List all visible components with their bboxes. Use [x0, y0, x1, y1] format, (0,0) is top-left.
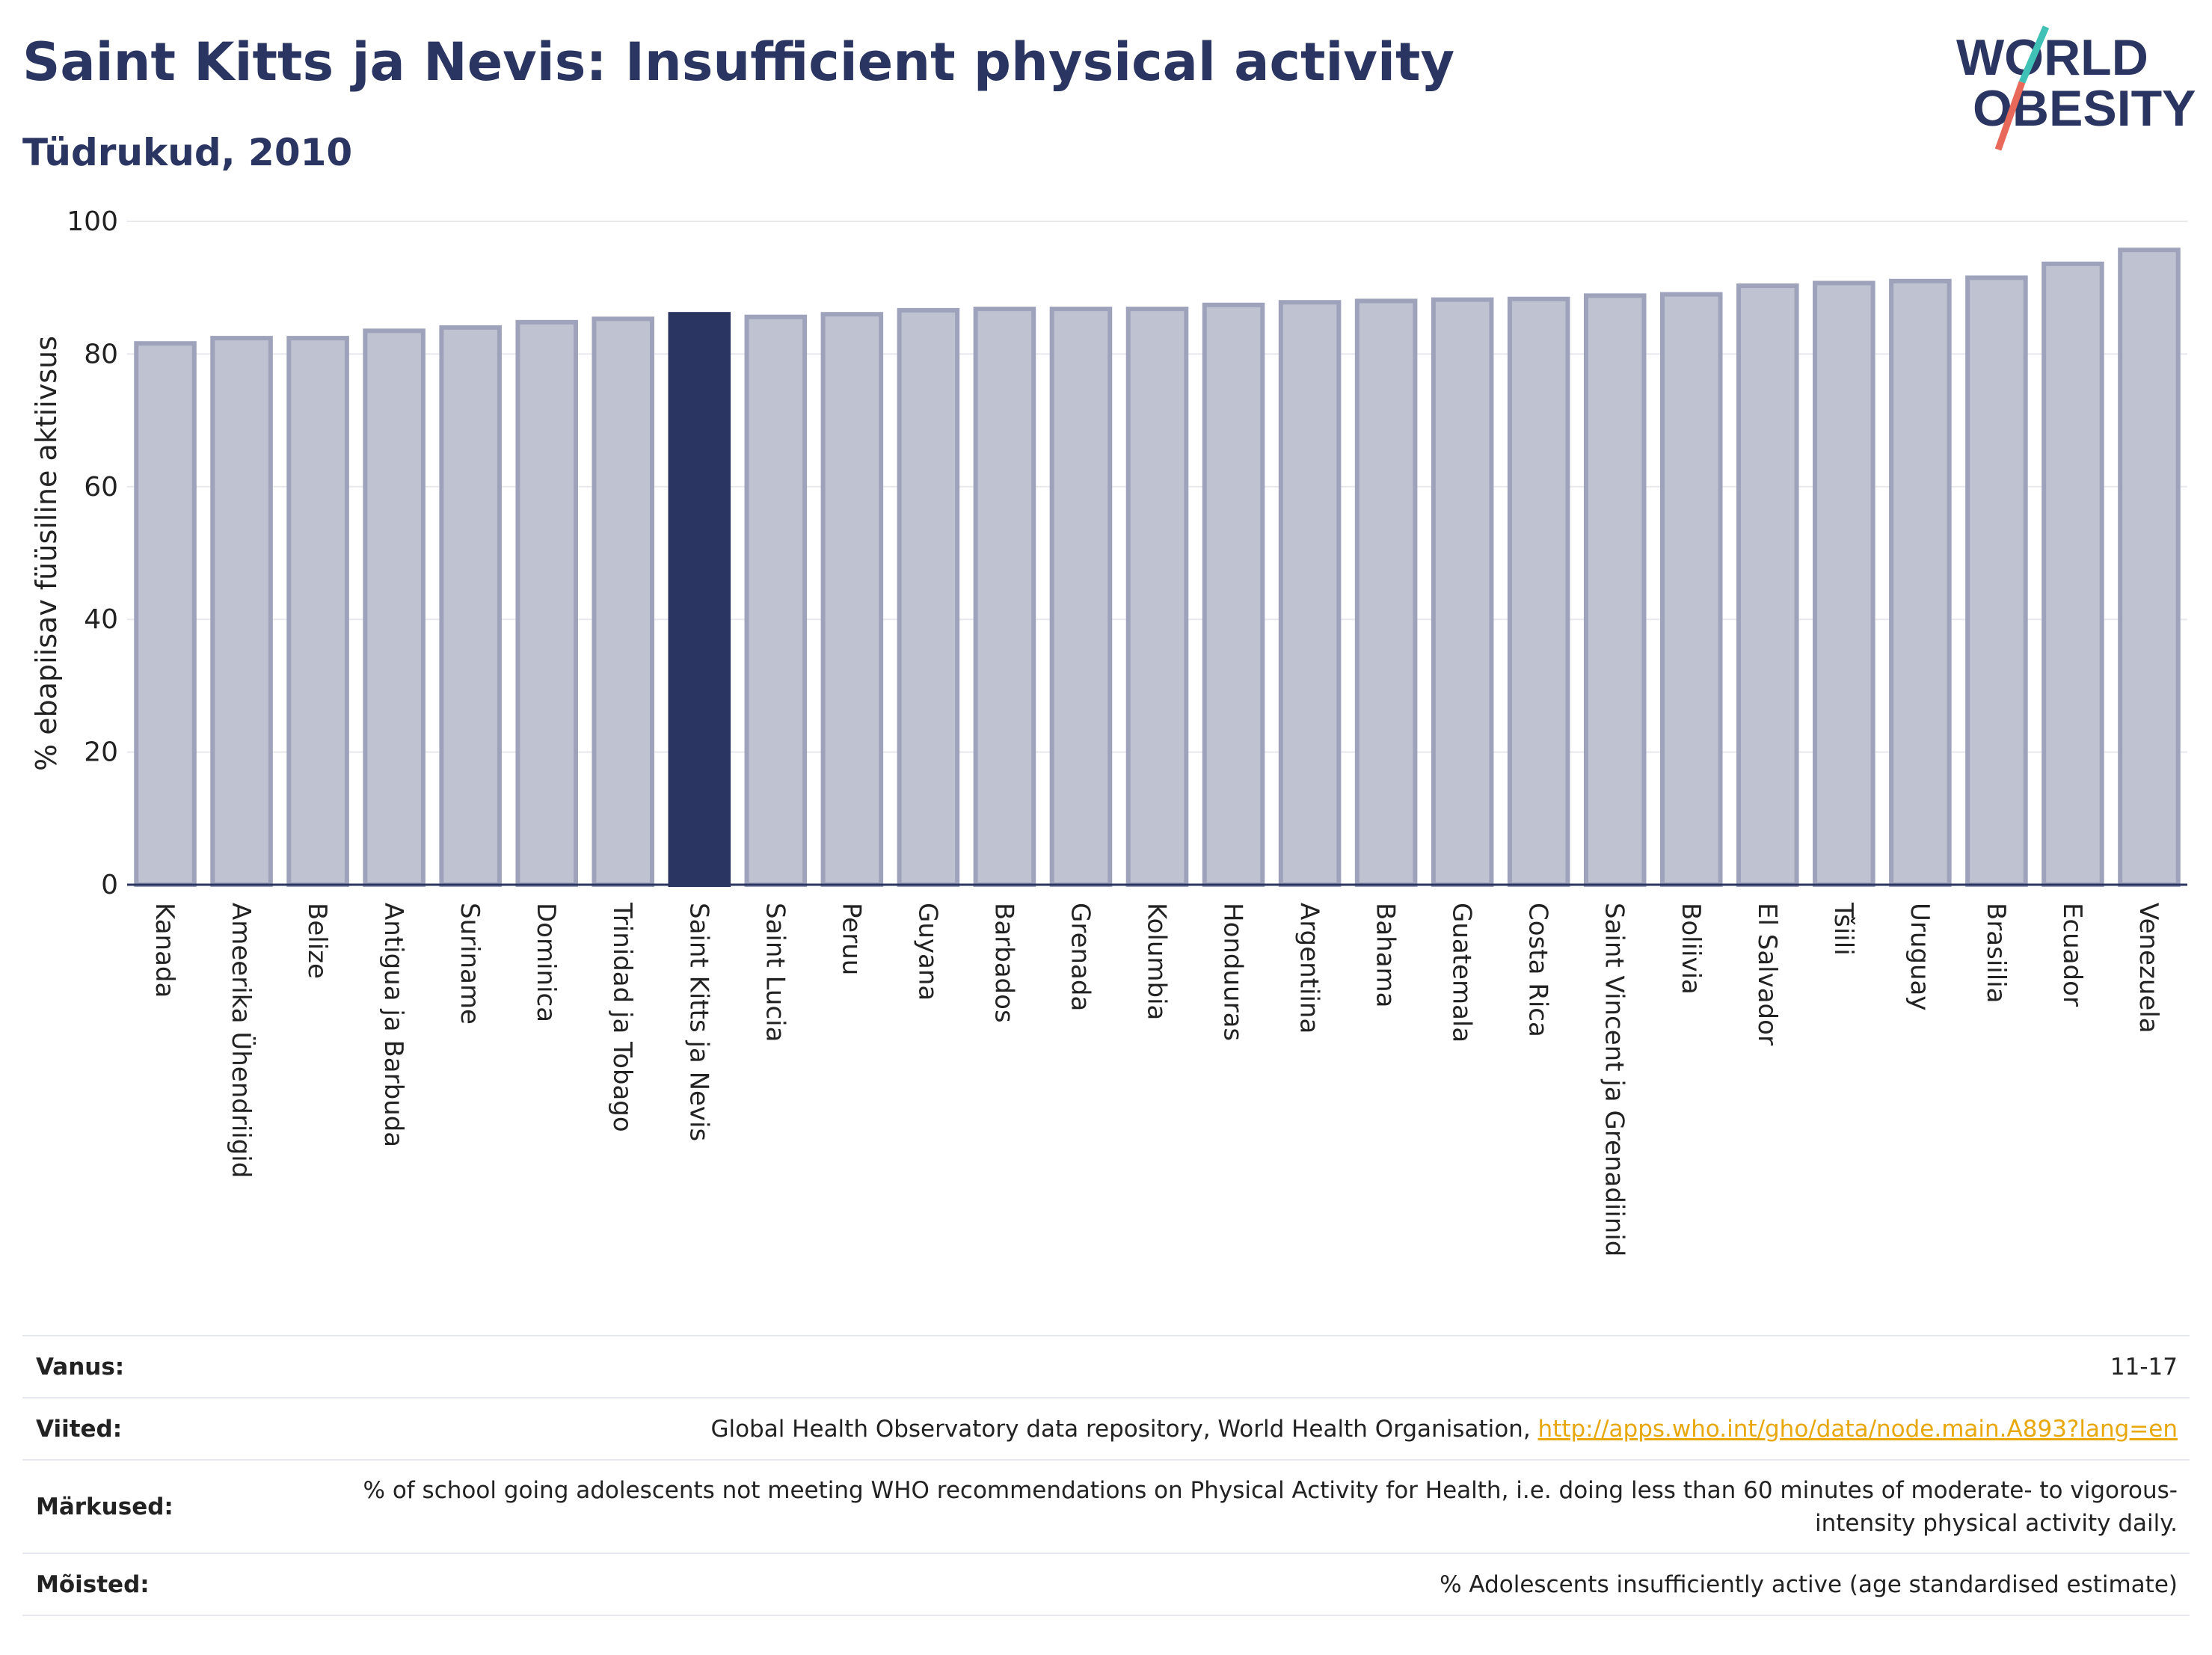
- bar: [2042, 261, 2104, 887]
- x-tick-label: Bahama: [1371, 903, 1401, 1008]
- bar: [286, 336, 349, 887]
- bar: [1889, 278, 1952, 887]
- bar: [1354, 298, 1418, 887]
- x-tick-label: Kanada: [150, 903, 179, 998]
- x-tick-label: Kolumbia: [1142, 903, 1172, 1020]
- bar: [210, 336, 273, 887]
- x-tick-label: Belize: [302, 903, 332, 979]
- bar: [1507, 296, 1570, 887]
- x-tick-label: Ameerika Ühendriigid: [226, 903, 256, 1178]
- bar: [2118, 248, 2181, 887]
- logo-word-world: WORLD: [1956, 29, 2148, 86]
- bar: [1813, 280, 1875, 887]
- y-axis-label: % ebapiisav füüsiline aktiivsus: [30, 336, 63, 771]
- bar: [1049, 307, 1113, 888]
- bar: [1278, 300, 1342, 887]
- info-key-definitions: Mõisted:: [22, 1553, 335, 1616]
- bar: [1202, 302, 1265, 887]
- bar: [134, 341, 197, 887]
- chart-subtitle: Tüdrukud, 2010: [22, 131, 353, 174]
- y-tick-label: 0: [101, 870, 118, 900]
- x-tick-label: Honduuras: [1218, 903, 1248, 1041]
- x-tick-label: Costa Rica: [1523, 903, 1553, 1037]
- bar: [897, 307, 960, 888]
- bar: [1659, 292, 1723, 887]
- x-tick-label: El Salvador: [1752, 903, 1782, 1045]
- logo-slash-teal: [2018, 25, 2050, 84]
- info-key-notes: Märkused:: [22, 1459, 335, 1553]
- reference-link[interactable]: http://apps.who.int/gho/data/node.main.A…: [1537, 1415, 2178, 1443]
- x-tick-label: Tšiili: [1828, 902, 1858, 956]
- x-tick-label: Dominica: [531, 903, 561, 1022]
- x-tick-label: Argentiina: [1294, 903, 1324, 1034]
- bar: [1431, 297, 1494, 887]
- bar: [820, 312, 884, 887]
- y-tick-label: 100: [67, 206, 118, 237]
- x-tick-label: Uruguay: [1905, 903, 1935, 1011]
- x-tick-label: Saint Kitts ja Nevis: [683, 903, 713, 1141]
- y-tick-label: 80: [84, 339, 118, 369]
- x-tick-label: Saint Vincent ja Grenadiinid: [1600, 903, 1629, 1256]
- bar: [973, 307, 1036, 888]
- x-tick-label: Saint Lucia: [760, 903, 790, 1042]
- bar: [1736, 283, 1799, 887]
- bar: [363, 328, 425, 888]
- world-obesity-logo: WORLD OBESITY: [1956, 25, 2196, 151]
- bar: [1965, 275, 2028, 887]
- chart-title: Saint Kitts ja Nevis: Insufficient physi…: [22, 31, 1455, 93]
- info-value-notes: % of school going adolescents not meetin…: [335, 1459, 2190, 1553]
- x-tick-label: Antigua ja Barbuda: [378, 903, 408, 1147]
- info-key-age: Vanus:: [22, 1335, 335, 1398]
- x-tick-label: Barbados: [989, 903, 1019, 1023]
- bar: [744, 314, 808, 887]
- y-tick-label: 20: [84, 737, 118, 768]
- info-row-references: Viited: Global Health Observatory data r…: [22, 1397, 2190, 1460]
- x-tick-label: Grenada: [1065, 903, 1095, 1011]
- x-tick-label: Venezuela: [2133, 903, 2163, 1034]
- x-tick-label: Suriname: [455, 903, 485, 1025]
- x-tick-label: Guyana: [912, 903, 942, 1001]
- bar: [1125, 307, 1189, 888]
- bar-chart: 0 20 40 60 80 100 Kanada Ameerika Ühendriigid Be…: [30, 206, 2187, 1256]
- info-row-age: Vanus: 11-17: [22, 1335, 2190, 1398]
- axes: 0 20 40 60 80 100 Kanada Ameerika Ühendriigid Be…: [67, 206, 2187, 1256]
- info-row-notes: Märkused: % of school going adolescents …: [22, 1459, 2190, 1553]
- bar: [439, 325, 502, 888]
- info-value-definitions: % Adolescents insufficiently active (age…: [335, 1553, 2190, 1616]
- logo-slash-red: [1994, 81, 2026, 151]
- x-tick-label: Guatemala: [1447, 903, 1477, 1043]
- y-tick-label: 60: [84, 472, 118, 503]
- bars: [134, 248, 2181, 888]
- bar: [515, 319, 578, 888]
- x-tick-label: Brasiilia: [1981, 903, 2011, 1003]
- x-tick-label: Trinidad ja Tobago: [607, 902, 637, 1132]
- info-key-references: Viited:: [22, 1397, 335, 1460]
- y-tick-label: 40: [84, 604, 118, 635]
- info-row-definitions: Mõisted: % Adolescents insufficiently ac…: [22, 1553, 2190, 1616]
- bar-highlighted: [668, 312, 731, 887]
- info-value-age: 11-17: [335, 1335, 2190, 1398]
- x-tick-label: Ecuador: [2057, 903, 2087, 1007]
- reference-text: Global Health Observatory data repositor…: [710, 1415, 1538, 1443]
- x-tick-label: Boliivia: [1676, 903, 1706, 995]
- info-value-references: Global Health Observatory data repositor…: [335, 1397, 2190, 1460]
- bar: [1583, 293, 1647, 887]
- info-table: Vanus: 11-17 Viited: Global Health Obser…: [22, 1335, 2190, 1616]
- x-tick-label: Peruu: [836, 903, 866, 975]
- bar: [592, 316, 655, 888]
